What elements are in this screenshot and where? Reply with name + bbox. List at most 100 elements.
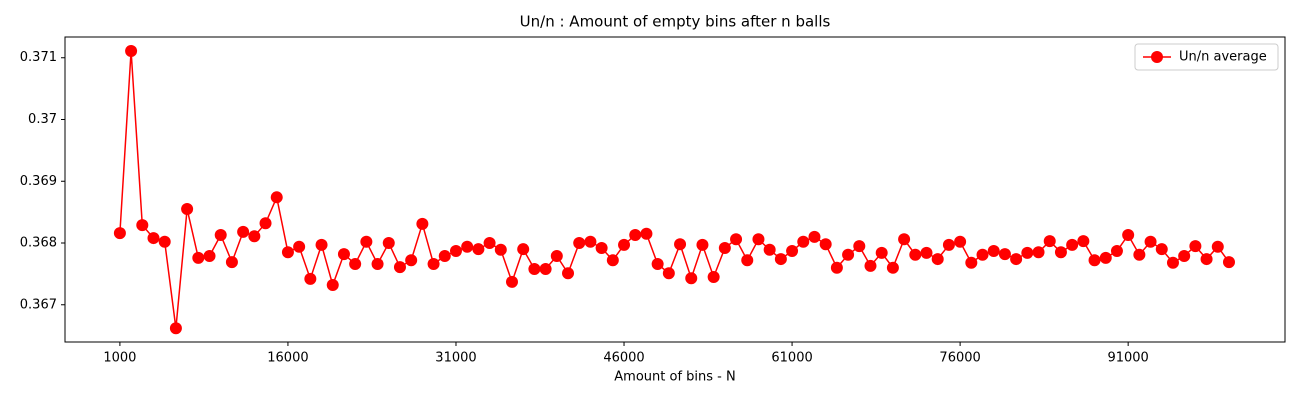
data-point — [382, 237, 395, 250]
data-point — [931, 253, 944, 266]
data-point — [584, 235, 597, 248]
plot-frame — [64, 36, 1286, 343]
y-tick-label: 0.368 — [20, 236, 57, 251]
data-point — [920, 246, 933, 259]
data-point — [405, 254, 418, 267]
data-point — [1178, 249, 1191, 262]
data-point — [651, 258, 664, 271]
data-point — [819, 238, 832, 251]
data-point — [842, 248, 855, 261]
data-point — [337, 248, 350, 261]
data-point — [1043, 235, 1056, 248]
data-point — [517, 243, 530, 256]
data-point — [763, 243, 776, 256]
data-point — [270, 191, 283, 204]
data-point — [1222, 256, 1235, 269]
data-point — [550, 249, 563, 262]
data-point — [125, 44, 138, 57]
data-point — [696, 238, 709, 251]
data-point — [1144, 235, 1157, 248]
series-line — [119, 50, 1230, 329]
data-point — [113, 227, 126, 240]
data-point — [214, 228, 227, 241]
x-tick-label: 76000 — [939, 351, 980, 366]
y-tick-label: 0.37 — [28, 112, 57, 127]
data-point — [1054, 246, 1067, 259]
data-point — [965, 256, 978, 269]
data-point — [1155, 243, 1168, 256]
data-point — [483, 237, 496, 250]
data-point — [864, 259, 877, 272]
data-point — [472, 243, 485, 256]
data-point — [438, 249, 451, 262]
data-point — [539, 262, 552, 275]
data-point — [315, 238, 328, 251]
data-point — [562, 267, 575, 280]
data-point — [741, 254, 754, 267]
data-point — [225, 256, 238, 269]
data-point — [349, 258, 362, 271]
data-point — [797, 235, 810, 248]
data-point — [393, 261, 406, 274]
data-point — [1110, 245, 1123, 258]
data-point — [192, 251, 205, 264]
data-point — [830, 261, 843, 274]
data-point — [618, 238, 631, 251]
data-point — [304, 272, 317, 285]
data-point — [1189, 240, 1202, 253]
data-point — [1200, 253, 1213, 266]
data-point — [237, 225, 250, 238]
chart-title: Un/n : Amount of empty bins after n ball… — [520, 13, 831, 31]
data-point — [898, 233, 911, 246]
x-axis-label: Amount of bins - N — [614, 370, 735, 385]
data-point — [629, 228, 642, 241]
data-point — [752, 233, 765, 246]
data-point — [1021, 246, 1034, 259]
data-point — [707, 270, 720, 283]
data-point — [259, 217, 272, 230]
data-point — [1032, 246, 1045, 259]
data-point — [158, 235, 171, 248]
data-point — [674, 238, 687, 251]
data-point — [461, 240, 474, 253]
y-tick-label: 0.367 — [20, 297, 57, 312]
legend-box — [1134, 43, 1279, 71]
data-point — [976, 248, 989, 261]
data-point — [808, 230, 821, 243]
data-point — [606, 254, 619, 267]
y-tick-label: 0.369 — [20, 174, 57, 189]
data-point — [954, 235, 967, 248]
data-point — [147, 232, 160, 245]
data-point — [203, 249, 216, 262]
data-point — [1088, 254, 1101, 267]
x-tick-label: 91000 — [1107, 351, 1148, 366]
data-point — [987, 245, 1000, 258]
data-point — [505, 275, 518, 288]
data-point — [886, 261, 899, 274]
data-point — [416, 217, 429, 230]
data-point — [494, 243, 507, 256]
data-point — [1099, 251, 1112, 264]
legend-marker — [1151, 51, 1163, 63]
data-point — [360, 235, 373, 248]
data-point — [449, 245, 462, 258]
x-tick-label: 1000 — [103, 351, 136, 366]
data-point — [136, 219, 149, 232]
data-point — [786, 245, 799, 258]
data-point — [1122, 228, 1135, 241]
data-point — [875, 246, 888, 259]
data-point — [1077, 235, 1090, 248]
data-point — [281, 246, 294, 259]
x-tick-label: 16000 — [267, 351, 308, 366]
data-point — [595, 241, 608, 254]
x-tick-label: 46000 — [603, 351, 644, 366]
data-point — [853, 240, 866, 253]
data-point — [718, 241, 731, 254]
data-point — [942, 238, 955, 251]
data-point — [998, 248, 1011, 261]
data-point — [1133, 248, 1146, 261]
data-point — [427, 258, 440, 271]
data-point — [573, 237, 586, 250]
data-point — [662, 267, 675, 280]
